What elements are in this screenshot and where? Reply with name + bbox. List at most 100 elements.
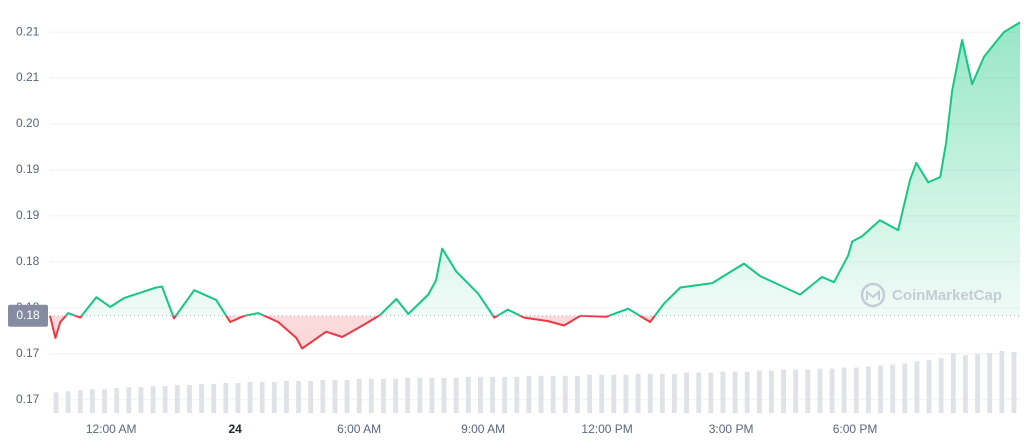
volume-bar — [659, 373, 665, 413]
volume-bar — [720, 371, 726, 413]
volume-bar — [708, 372, 714, 413]
x-tick-label: 6:00 PM — [833, 422, 878, 436]
volume-bar — [126, 387, 132, 413]
volume-bar — [902, 363, 908, 413]
volume-bar — [235, 383, 241, 413]
volume-bar — [696, 372, 702, 413]
volume-bar — [914, 361, 920, 413]
volume-bar — [320, 379, 326, 413]
volume-bar — [853, 367, 859, 413]
volume-bar — [368, 378, 374, 413]
volume-bar — [162, 386, 168, 413]
x-tick-label: 3:00 PM — [709, 422, 754, 436]
volume-bar — [490, 376, 495, 413]
volume-bar — [453, 377, 459, 413]
volume-bar — [465, 376, 471, 413]
y-tick-label: 0.21 — [16, 70, 40, 84]
volume-bar — [53, 392, 59, 413]
volume-bar — [284, 380, 289, 413]
volume-bar — [271, 382, 277, 413]
volume-bar — [114, 388, 120, 413]
volume-bar — [308, 380, 314, 413]
volume-bar — [841, 367, 847, 413]
volume-bar — [90, 389, 95, 413]
volume-bar — [562, 375, 568, 413]
volume-bar — [429, 377, 435, 413]
volume-bar — [829, 368, 835, 413]
volume-bar — [102, 389, 107, 413]
volume-bar — [478, 376, 483, 413]
volume-bar — [684, 372, 689, 413]
volume-bar — [793, 369, 799, 413]
volume-bar — [805, 369, 811, 413]
volume-bar — [417, 377, 423, 413]
volume-bar — [756, 370, 762, 413]
y-tick-label: 0.17 — [16, 346, 40, 360]
volume-bar — [65, 391, 71, 413]
volume-bar — [950, 353, 956, 413]
volume-bar — [514, 376, 520, 413]
volume-bar — [987, 353, 993, 413]
volume-bar — [963, 355, 968, 413]
volume-bar — [393, 378, 398, 413]
watermark-text: CoinMarketCap — [892, 287, 1002, 304]
volume-bar — [817, 368, 823, 413]
volume-bar — [769, 370, 774, 413]
x-tick-label: 12:00 AM — [86, 422, 137, 436]
volume-bar — [247, 382, 253, 413]
volume-bar — [878, 365, 883, 413]
volume-bar — [623, 374, 629, 413]
y-tick-label: 0.18 — [16, 254, 40, 268]
volume-bar — [599, 374, 605, 413]
volume-bar — [732, 371, 738, 413]
volume-bar — [502, 376, 508, 413]
x-tick-label: 6:00 AM — [337, 422, 381, 436]
volume-bar — [211, 384, 217, 413]
area-down — [50, 315, 655, 349]
y-tick-label: 0.17 — [16, 392, 40, 406]
volume-bar — [223, 383, 229, 413]
y-tick-label: 0.21 — [16, 24, 40, 38]
volume-bar — [150, 386, 156, 413]
area-up — [50, 22, 1020, 316]
y-tick-label: 0.19 — [16, 162, 40, 176]
volume-bar — [999, 351, 1005, 413]
x-tick-label: 24 — [228, 422, 242, 436]
volume-bar — [926, 360, 932, 413]
price-line-up — [50, 21, 1021, 316]
y-tick-label: 0.19 — [16, 208, 40, 222]
volume-bar — [187, 385, 192, 413]
volume-bar — [1011, 352, 1017, 413]
volume-bar — [744, 371, 750, 413]
volume-bar — [381, 378, 386, 413]
volume-bar — [611, 374, 617, 413]
y-tick-label: 0.20 — [16, 116, 40, 130]
x-tick-label: 9:00 AM — [461, 422, 505, 436]
volume-bar — [587, 374, 592, 413]
volume-bar — [550, 375, 556, 413]
volume-bar — [975, 354, 980, 413]
volume-bar — [296, 380, 301, 413]
volume-bar — [890, 364, 896, 413]
volume-bar — [405, 377, 411, 413]
volume-bar — [77, 390, 83, 413]
volume-bar — [672, 373, 677, 413]
volume-bar — [575, 375, 580, 413]
plot: 0.17 0.17 0.18 0.18 0.19 0.19 0.20 0.21 0.21 12:0… — [8, 21, 1021, 436]
volume-bar — [174, 385, 180, 413]
volume-bar — [356, 378, 362, 413]
volume-bar — [538, 375, 544, 413]
volume-bar — [866, 366, 871, 413]
volume-bar — [199, 384, 204, 413]
watermark: CoinMarketCap — [860, 282, 1002, 308]
x-tick-label: 12:00 PM — [581, 422, 632, 436]
volume-bar — [259, 382, 265, 413]
reference-label: 0.18 — [16, 308, 40, 322]
volume-bar — [138, 387, 144, 413]
volume-bar — [526, 375, 532, 413]
volume-bar — [344, 379, 350, 413]
volume-bar — [781, 369, 786, 413]
volume-bar — [647, 373, 653, 413]
volume-bar — [441, 377, 447, 413]
